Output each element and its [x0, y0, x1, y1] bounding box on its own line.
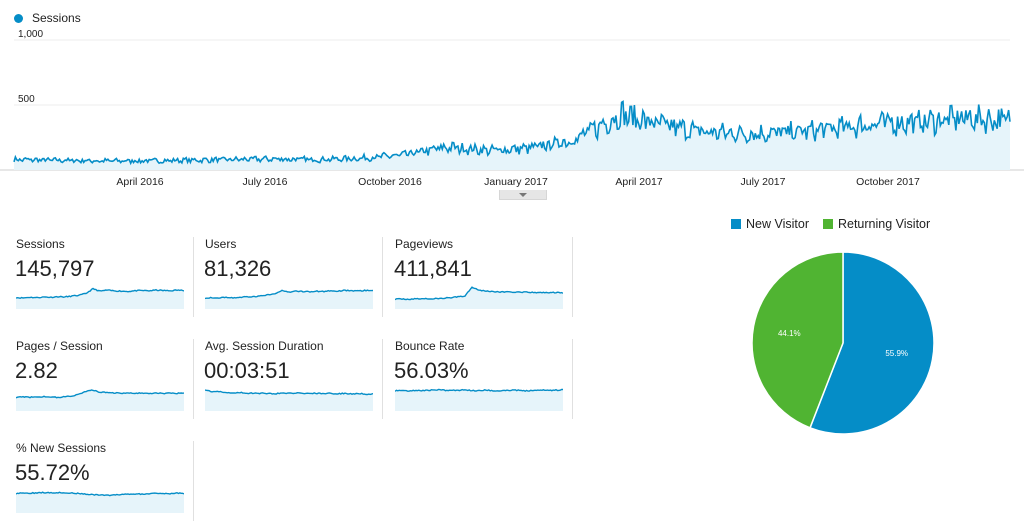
metric-tile-bounce-rate[interactable]: Bounce Rate 56.03%	[393, 339, 573, 419]
metric-tile-avg-session-duration[interactable]: Avg. Session Duration 00:03:51	[203, 339, 383, 419]
metric-tile-sessions[interactable]: Sessions 145,797	[14, 237, 194, 317]
sparkline-area	[395, 389, 563, 411]
x-tick-label: October 2017	[856, 176, 920, 188]
sparkline-line	[395, 388, 563, 392]
metric-sparkline	[205, 389, 373, 411]
metric-sparkline	[16, 287, 184, 309]
sessions-legend-label: Sessions	[32, 11, 81, 25]
metric-value: 55.72%	[15, 460, 90, 485]
x-tick-label: April 2016	[116, 176, 163, 188]
metric-label: Users	[205, 237, 237, 251]
sessions-series-line	[13, 100, 1011, 166]
metric-label: Bounce Rate	[395, 339, 465, 353]
metric-value: 2.82	[15, 358, 58, 383]
metric-sparkline	[395, 388, 563, 411]
metric-label: Sessions	[16, 237, 65, 251]
chart-legend[interactable]: Sessions	[14, 11, 81, 25]
sessions-line-chart[interactable]: 1,000 500 April 2016 July 2016 October 2016 J…	[0, 28, 1024, 198]
pie-legend-item-returning[interactable]: Returning Visitor	[822, 217, 931, 231]
pie-slice-label: 55.9%	[885, 349, 908, 358]
new-visitor-label: New Visitor	[746, 217, 809, 231]
sessions-area	[14, 101, 1010, 170]
metric-sparkline	[395, 286, 563, 309]
pie-slice-returning-visitor[interactable]	[751, 251, 844, 429]
x-tick-label: July 2016	[243, 176, 288, 188]
metric-value: 00:03:51	[204, 358, 290, 383]
sessions-legend-dot	[14, 13, 23, 23]
pie-slice-label: 44.1%	[778, 329, 801, 338]
x-tick-label: January 2017	[484, 176, 548, 188]
x-tick-label: April 2017	[615, 176, 662, 188]
metric-label: Pages / Session	[16, 339, 103, 353]
x-tick-label: October 2016	[358, 176, 422, 188]
sparkline-line	[16, 389, 184, 399]
metric-sparkline	[16, 491, 184, 513]
sparkline-area	[16, 288, 184, 309]
metric-label: Avg. Session Duration	[205, 339, 324, 353]
metric-value: 56.03%	[394, 358, 469, 383]
sparkline-line	[16, 491, 184, 497]
pie-legend-item-new[interactable]: New Visitor	[731, 217, 809, 231]
sparkline-line	[395, 286, 563, 301]
chevron-down-icon	[519, 192, 527, 197]
pie-legend[interactable]: New Visitor Returning Visitor	[731, 217, 944, 231]
metric-label: Pageviews	[395, 237, 454, 251]
metric-label: % New Sessions	[16, 441, 107, 455]
metric-sparkline	[16, 389, 184, 411]
sparkline-line	[205, 389, 373, 396]
x-tick-label: July 2017	[741, 176, 786, 188]
returning-visitor-swatch	[822, 219, 833, 229]
sparkline-area	[16, 492, 184, 513]
metric-value: 145,797	[15, 256, 95, 281]
sparkline-area	[16, 390, 184, 411]
sparkline-line	[16, 287, 184, 300]
y-tick-label: 500	[18, 94, 35, 105]
metric-tile-pageviews[interactable]: Pageviews 411,841	[393, 237, 573, 317]
sparkline-area	[205, 390, 373, 411]
metric-tile-users[interactable]: Users 81,326	[203, 237, 383, 317]
metric-value: 81,326	[204, 256, 272, 281]
pie-slice-new-visitor[interactable]	[809, 251, 935, 435]
returning-visitor-label: Returning Visitor	[837, 217, 931, 231]
metric-tile-pages-per-session[interactable]: Pages / Session 2.82	[14, 339, 194, 419]
metric-value: 411,841	[394, 256, 472, 281]
sparkline-area	[205, 290, 373, 309]
chart-collapse-handle[interactable]	[499, 190, 547, 200]
visitor-type-pie-chart[interactable]: 55.9% 44.1%	[748, 248, 938, 438]
sparkline-line	[205, 289, 373, 300]
metric-sparkline	[205, 289, 373, 309]
metric-tile-new-sessions[interactable]: % New Sessions 55.72%	[14, 441, 194, 521]
y-tick-label: 1,000	[18, 29, 43, 40]
new-visitor-swatch	[731, 219, 741, 229]
